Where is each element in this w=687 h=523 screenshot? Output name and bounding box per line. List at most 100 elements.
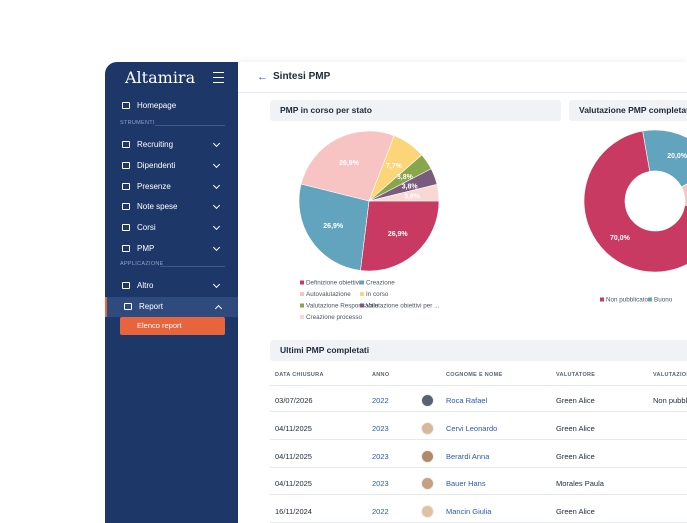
header: ← Sintesi PMP <box>238 62 687 93</box>
table-cell[interactable]: 2023 <box>372 479 389 489</box>
slice-label: 3,8% <box>397 174 414 181</box>
back-button[interactable]: ← <box>257 71 268 83</box>
nav-label: Presenze <box>137 181 171 191</box>
pie-slice <box>642 129 687 188</box>
legend-label: Valutazione Responsabile <box>306 303 379 310</box>
nav-label: Note spese <box>137 202 178 212</box>
row-divider <box>270 438 687 440</box>
row-divider <box>270 411 687 412</box>
legend-swatch <box>300 315 304 319</box>
nav-item[interactable]: Note spese <box>105 197 238 217</box>
slice-label: 26,9% <box>323 223 344 230</box>
table-cell[interactable]: 2023 <box>372 423 389 433</box>
card-title: PMP in corso per stato <box>270 100 561 121</box>
table-title: Ultimi PMP completati <box>270 340 687 361</box>
column-header: ANNO <box>372 372 390 378</box>
nav-icon <box>122 102 130 109</box>
column-header: COGNOME E NOME <box>446 372 503 378</box>
sub-item-button[interactable]: Elenco report <box>120 317 225 336</box>
table-cell[interactable]: Cervi Leonardo <box>446 423 498 433</box>
nav-item[interactable]: Corsi <box>105 218 238 238</box>
legend-swatch <box>300 303 304 308</box>
slice-label: 26,9% <box>388 231 409 238</box>
legend-swatch <box>300 292 304 296</box>
nav-item[interactable]: Presenze <box>105 177 238 197</box>
nav-item[interactable]: Report <box>105 296 238 317</box>
row-divider <box>270 466 687 468</box>
avatar <box>421 477 434 491</box>
nav-icon <box>122 203 130 211</box>
nav-item[interactable]: Altro <box>105 276 238 296</box>
table-cell: Green Alice <box>556 451 595 461</box>
table-cell[interactable]: Berardi Anna <box>446 451 490 461</box>
nav-label: Dipendenti <box>137 160 176 170</box>
table-cell: 04/11/2025 <box>275 451 312 461</box>
nav-icon <box>124 302 132 310</box>
avatar <box>421 505 434 519</box>
column-header: DATA CHIUSURA <box>275 372 324 378</box>
nav-icon <box>122 245 130 252</box>
pie-slice <box>368 184 440 202</box>
nav-label: Altro <box>137 280 154 290</box>
logo: Altamira <box>125 68 196 87</box>
legend-label: Creazione processo <box>306 314 362 321</box>
nav-item[interactable]: Recruiting <box>105 135 238 155</box>
pie-slice <box>583 130 687 273</box>
nav-icon <box>122 281 130 289</box>
legend-swatch <box>360 292 364 296</box>
table-cell[interactable]: Roca Rafael <box>446 396 488 405</box>
table-cell: Green Alice <box>556 507 595 517</box>
nav-icon <box>122 224 130 232</box>
table-cell: 16/11/2024 <box>275 507 312 517</box>
pie-slice <box>360 200 440 272</box>
slice-label: 70,0% <box>610 235 631 242</box>
avatar <box>421 449 434 463</box>
table-cell[interactable]: Bauer Hans <box>446 479 486 489</box>
table-cell: Green Alice <box>556 396 595 405</box>
legend-label: Autovalutazione <box>306 291 351 298</box>
section-divider <box>160 265 225 267</box>
legend-swatch <box>648 297 652 302</box>
table-cell[interactable]: 2023 <box>372 451 389 461</box>
nav-icon <box>122 182 130 190</box>
slice-label: 26,9% <box>339 160 360 167</box>
main: ← Sintesi PMP PMP in corso per stato Val… <box>238 62 687 523</box>
nav-label: Report <box>139 301 164 311</box>
slice-label: 3,8% <box>402 183 419 190</box>
legend-label: Non pubblicato <box>606 297 649 304</box>
column-header: VALUTATORE <box>556 372 596 378</box>
table-cell: 04/11/2025 <box>275 479 312 489</box>
nav-item[interactable]: Dipendenti <box>105 156 238 176</box>
legend-label: Definizione obiettivi <box>306 280 360 287</box>
sidebar: Altamira Homepage STRUMENTI Recruiting Dipe… <box>105 62 238 523</box>
nav-item[interactable]: PMP <box>105 239 238 259</box>
slice-label: 20,0% <box>667 153 687 160</box>
slice-label: 7,7% <box>386 163 403 170</box>
pie-slice <box>298 183 370 271</box>
header-divider <box>270 385 687 386</box>
table-cell[interactable]: Mancin Giulia <box>446 507 492 517</box>
legend-swatch <box>360 280 364 285</box>
pie-slice <box>300 130 395 202</box>
nav-label: PMP <box>137 244 155 253</box>
nav-item[interactable]: Homepage <box>105 96 238 116</box>
table-cell: Morales Paula <box>556 479 604 489</box>
avatar <box>421 421 434 435</box>
menu-toggle[interactable] <box>213 72 224 83</box>
legend-label: Creazione <box>366 280 395 287</box>
table-cell[interactable]: 2022 <box>372 396 389 405</box>
avatar <box>421 394 434 407</box>
nav-label: Corsi <box>137 223 156 233</box>
table-cell[interactable]: 2022 <box>372 507 389 517</box>
legend-swatch <box>300 280 304 285</box>
legend-label: Valutazione obiettivi per ... <box>366 303 440 310</box>
table-cell: Non pubblic <box>653 396 687 405</box>
card-title: Valutazione PMP completati <box>569 100 687 121</box>
section-label: APPLICAZIONE <box>120 260 164 267</box>
table-cell: Green Alice <box>556 423 595 433</box>
legend-swatch <box>600 297 604 302</box>
slice-label: 3,8% <box>404 193 421 200</box>
nav-icon <box>122 141 130 148</box>
